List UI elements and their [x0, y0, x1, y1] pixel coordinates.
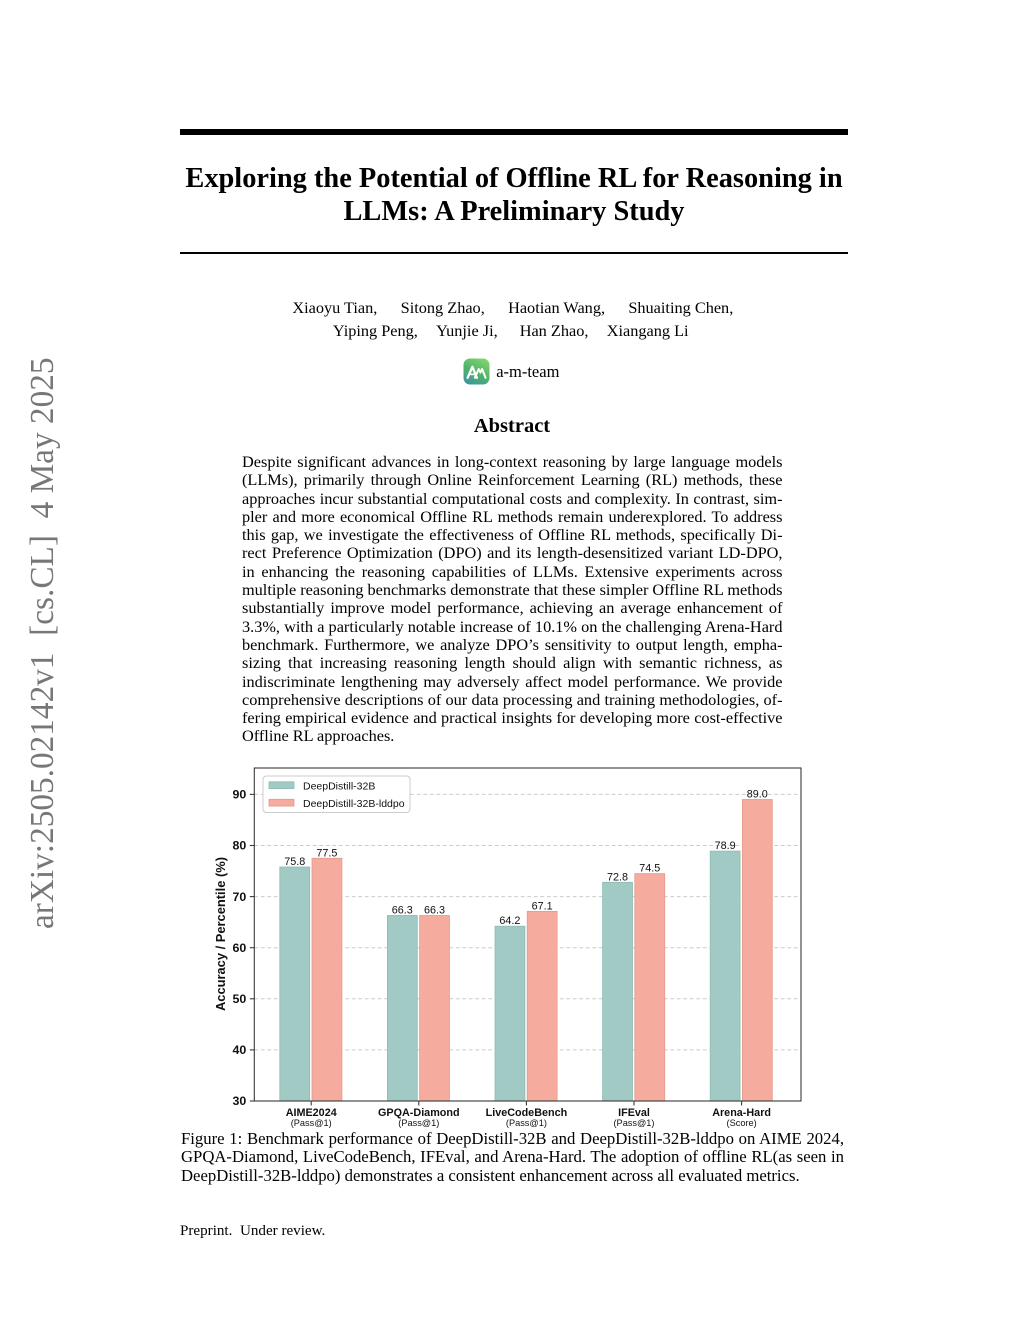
svg-text:75.8: 75.8 [284, 856, 305, 868]
svg-text:(Score): (Score) [727, 1118, 757, 1128]
svg-text:74.5: 74.5 [639, 863, 660, 875]
svg-text:(Pass@1): (Pass@1) [398, 1118, 439, 1128]
svg-text:Arena-Hard: Arena-Hard [712, 1107, 771, 1119]
svg-text:67.1: 67.1 [532, 900, 553, 912]
svg-text:AIME2024: AIME2024 [286, 1107, 337, 1119]
svg-text:70: 70 [233, 890, 247, 904]
svg-text:64.2: 64.2 [499, 915, 520, 927]
svg-text:(Pass@1): (Pass@1) [291, 1118, 332, 1128]
svg-text:40: 40 [233, 1043, 247, 1057]
svg-text:GPQA-Diamond: GPQA-Diamond [378, 1107, 460, 1119]
svg-text:DeepDistill-32B-lddpo: DeepDistill-32B-lddpo [303, 798, 405, 810]
svg-text:60: 60 [233, 941, 247, 955]
svg-text:89.0: 89.0 [747, 789, 768, 801]
svg-text:72.8: 72.8 [607, 871, 628, 883]
svg-text:77.5: 77.5 [316, 847, 337, 859]
svg-text:90: 90 [233, 788, 247, 802]
svg-text:50: 50 [233, 992, 247, 1006]
svg-text:66.3: 66.3 [392, 905, 413, 917]
svg-text:66.3: 66.3 [424, 905, 445, 917]
svg-text:78.9: 78.9 [715, 840, 736, 852]
svg-text:IFEval: IFEval [618, 1107, 650, 1119]
svg-text:(Pass@1): (Pass@1) [506, 1118, 547, 1128]
svg-text:Accuracy / Percentile (%): Accuracy / Percentile (%) [213, 857, 228, 1011]
svg-text:30: 30 [233, 1094, 247, 1108]
svg-text:80: 80 [233, 839, 247, 853]
svg-text:DeepDistill-32B: DeepDistill-32B [303, 780, 375, 792]
svg-text:(Pass@1): (Pass@1) [614, 1118, 655, 1128]
svg-text:LiveCodeBench: LiveCodeBench [486, 1107, 568, 1119]
